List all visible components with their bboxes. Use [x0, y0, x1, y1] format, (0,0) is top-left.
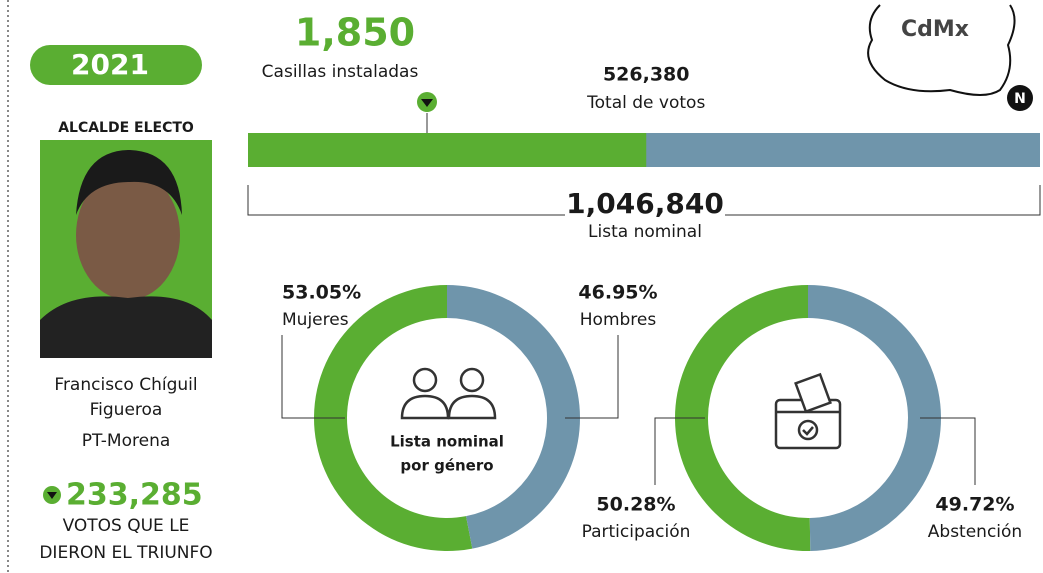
- bar-fill: [248, 133, 647, 167]
- marker-arrow: [47, 492, 57, 499]
- value-label: 50.28%: [596, 494, 675, 516]
- category-label: Participación: [582, 522, 691, 542]
- nominal-caption: Lista nominal: [588, 222, 702, 242]
- value-label: 46.95%: [578, 282, 657, 304]
- name-line: Francisco Chíguil: [54, 375, 197, 395]
- category-label: Hombres: [580, 310, 657, 330]
- heading: ALCALDE ELECTO: [58, 120, 194, 136]
- name-line: Figueroa: [90, 400, 163, 420]
- votes-caption: DIERON EL TRIUNFO: [39, 543, 212, 563]
- party: PT-Morena: [82, 431, 171, 451]
- ballot-icon: [774, 372, 842, 450]
- leader-line: [281, 335, 345, 419]
- leader-line: [654, 417, 705, 485]
- donut-slice: [447, 285, 580, 549]
- votes-value: 526,380: [603, 64, 690, 86]
- center-label: por género: [400, 457, 493, 475]
- category-label: Abstención: [928, 522, 1022, 542]
- map: [867, 4, 1033, 111]
- nominal-value: 1,046,840: [566, 187, 724, 220]
- year-pill: [30, 45, 202, 85]
- donut-slice: [675, 285, 811, 552]
- year: 2021: [71, 48, 149, 81]
- center-label: Lista nominal: [390, 433, 504, 451]
- leader-line: [920, 417, 976, 485]
- marker-arrow: [421, 99, 433, 107]
- bracket: [247, 185, 1041, 216]
- polling-label: Casillas instaladas: [262, 62, 419, 82]
- category-label: Mujeres: [282, 310, 349, 330]
- map-label: CdMx: [901, 17, 969, 42]
- value-label: 53.05%: [282, 282, 361, 304]
- donut-slice: [808, 285, 942, 551]
- north: N: [1014, 91, 1026, 107]
- polling-value: 1,850: [295, 11, 415, 55]
- leader-line: [565, 335, 619, 419]
- votes: 233,285: [66, 478, 203, 513]
- votes-caption: Total de votos: [586, 93, 705, 113]
- donut-slice: [313, 285, 473, 551]
- photo: [40, 140, 212, 358]
- people-icon: [400, 367, 497, 420]
- votes-caption: VOTOS QUE LE: [63, 516, 190, 536]
- value-label: 49.72%: [935, 494, 1014, 516]
